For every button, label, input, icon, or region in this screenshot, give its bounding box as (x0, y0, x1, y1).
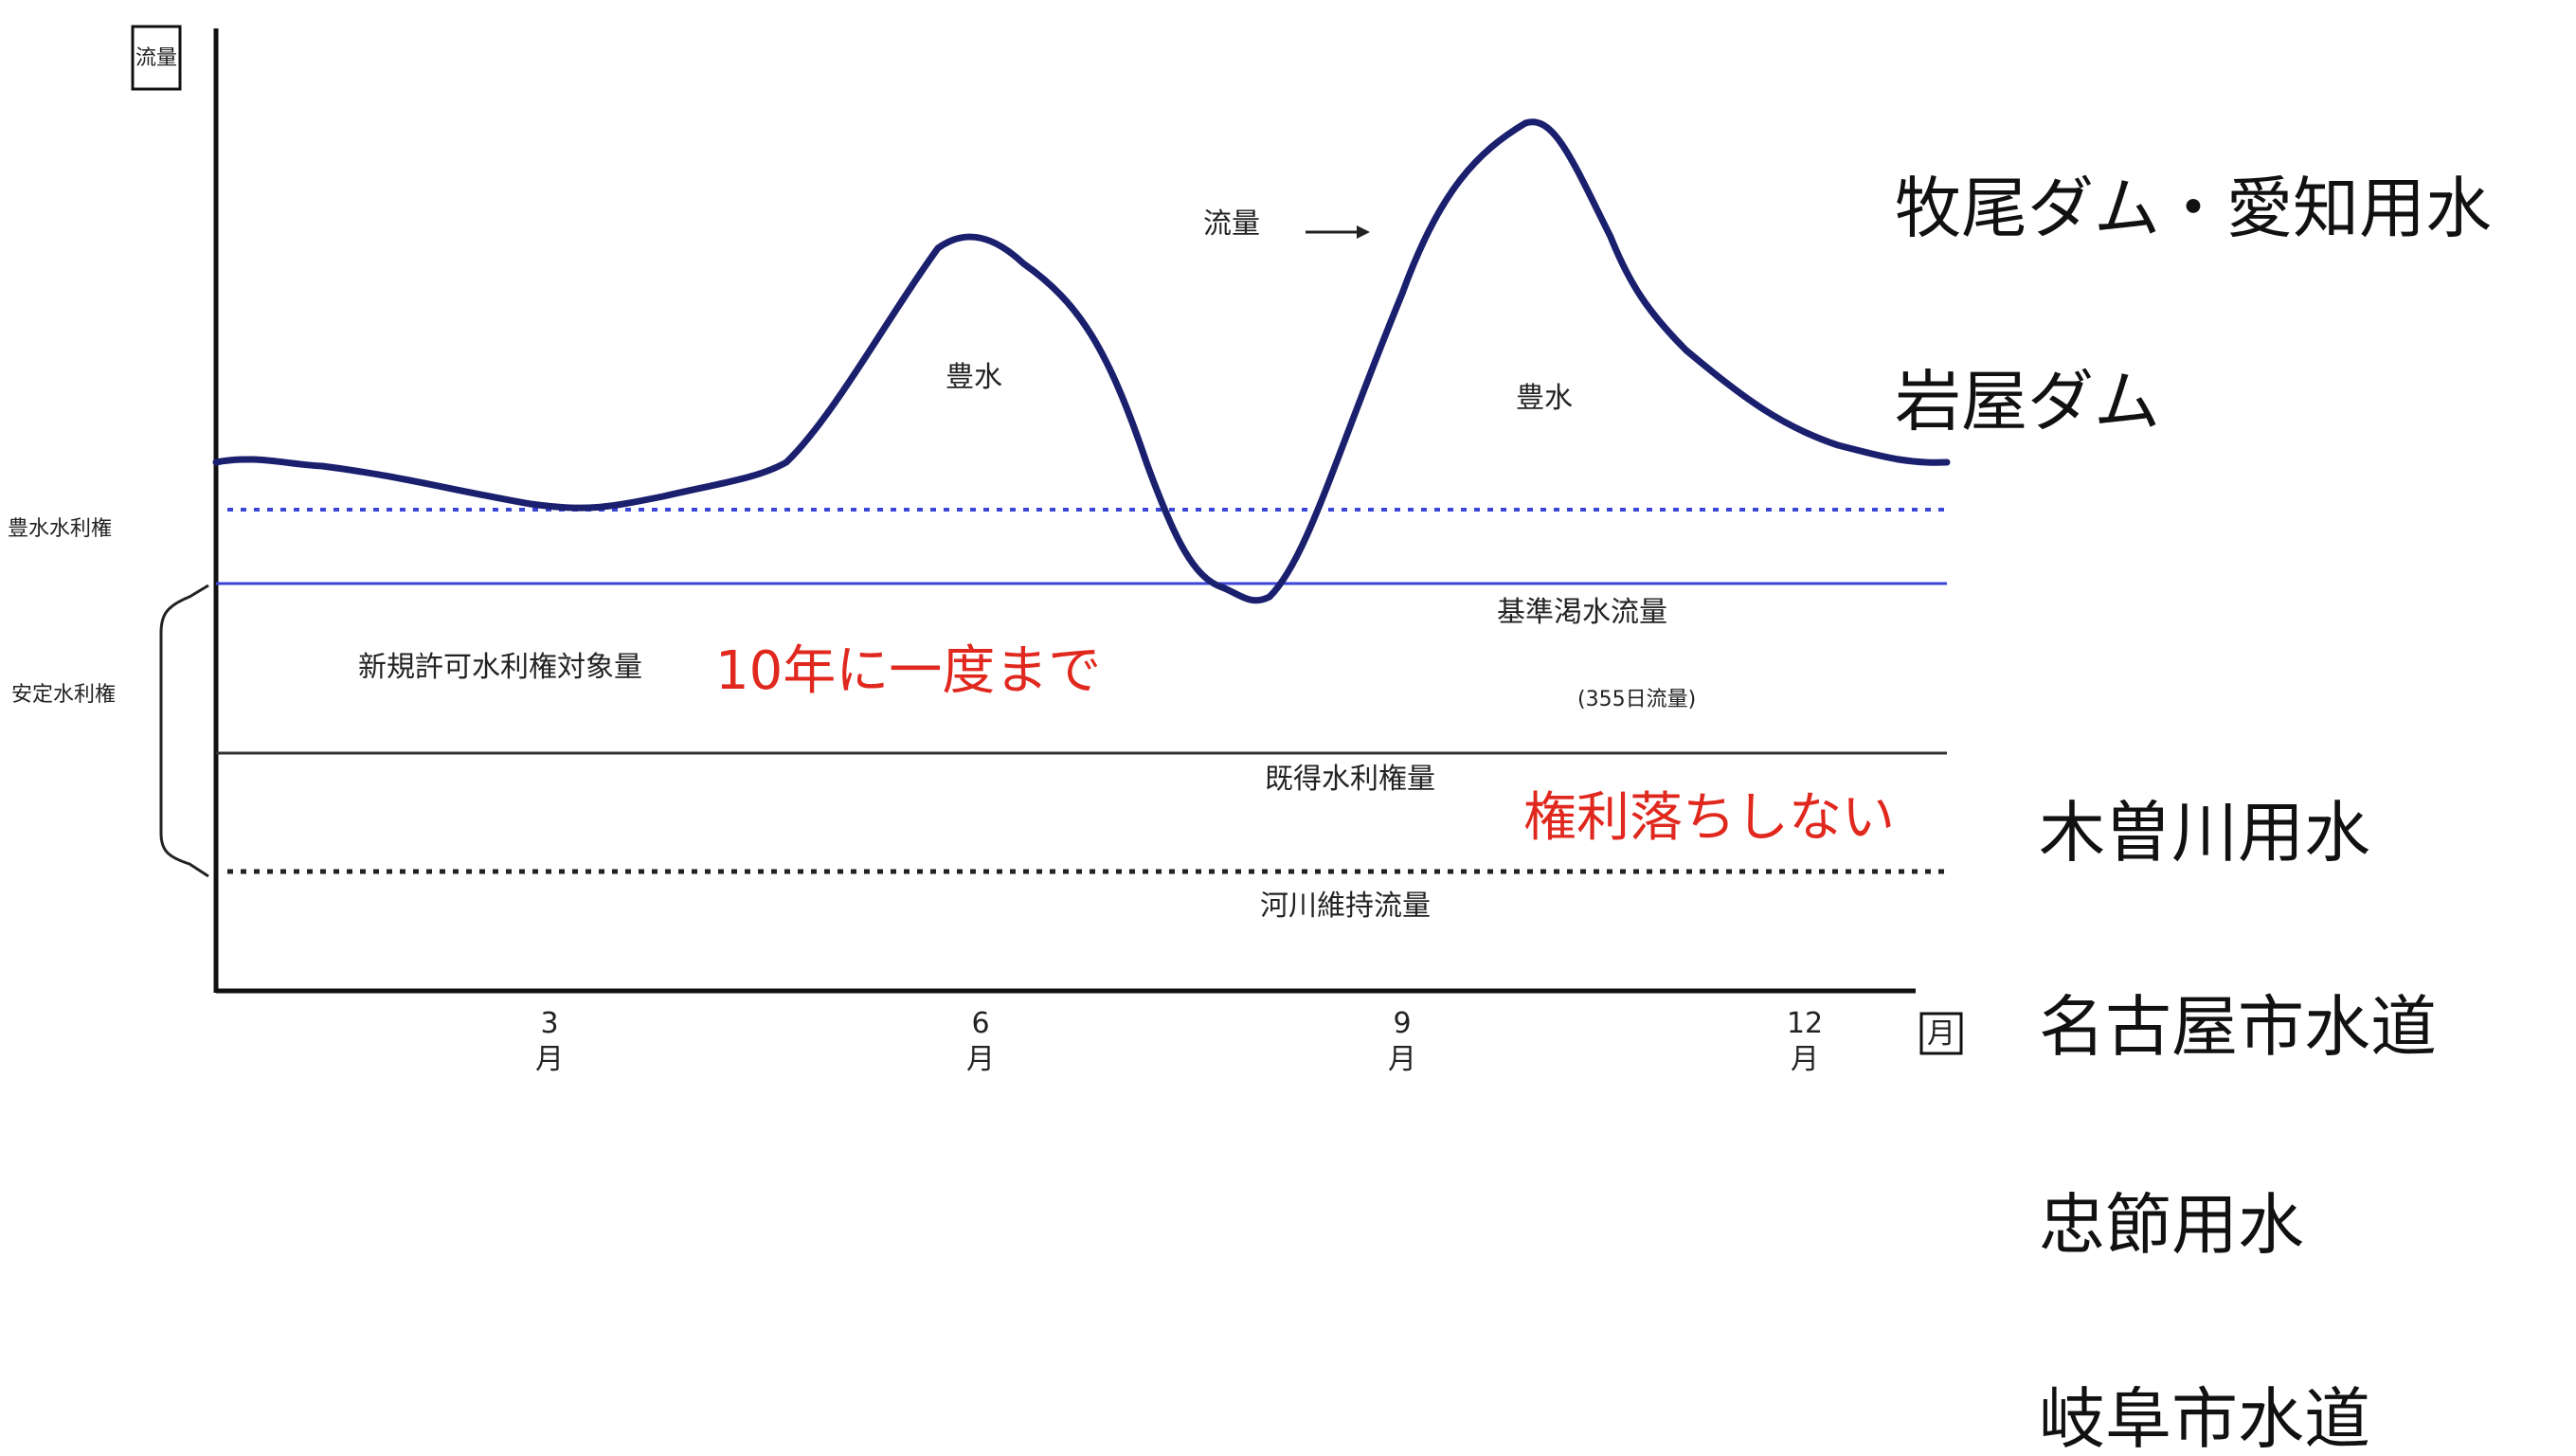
side-label-top-2: 岩屋ダム (1895, 363, 2160, 440)
left-stable-right-label: 安定水利権 (11, 683, 116, 707)
y-axis-label: 流量 (135, 46, 177, 70)
flow-curve (212, 118, 1951, 604)
side-label-bottom-2: 名古屋市水道 (2039, 988, 2437, 1066)
standard-drought-note: (355日流量) (1577, 688, 1696, 711)
standard-drought-label: 基準渇水流量 (1497, 596, 1667, 629)
side-label-bottom-3: 忠節用水 (2039, 1186, 2304, 1264)
peak-label-1: 豊水 (946, 361, 1002, 394)
y-axis-label-box (131, 25, 182, 91)
x-axis-unit: 月 (1927, 1017, 1955, 1051)
tick-unit: 月 (535, 1043, 564, 1076)
curve-arrow-head (1357, 225, 1370, 239)
tick-month: 3 (540, 1007, 558, 1040)
new-permit-label: 新規許可水利権対象量 (358, 651, 642, 684)
x-tick-mar: 3 月 (535, 1007, 564, 1076)
x-tick-jun: 6 月 (966, 1007, 995, 1076)
peak-label-2: 豊水 (1516, 382, 1573, 415)
x-axis-unit-box (1919, 1012, 1963, 1055)
side-label-bottom-4: 岐阜市水道 (2039, 1380, 2370, 1456)
existing-rights-label: 既得水利権量 (1265, 763, 1435, 796)
side-label-bottom-1: 木曽川用水 (2039, 794, 2370, 872)
tick-unit: 月 (1791, 1043, 1819, 1076)
x-tick-sep: 9 月 (1388, 1007, 1416, 1076)
tick-unit: 月 (966, 1043, 995, 1076)
river-maintenance-label: 河川維持流量 (1260, 890, 1431, 923)
tick-month: 6 (971, 1007, 989, 1040)
x-tick-dec: 12 月 (1787, 1007, 1823, 1076)
tick-month: 9 (1393, 1007, 1411, 1040)
annotation-lower: 権利落ちしない (1523, 787, 1895, 849)
side-label-top-1: 牧尾ダム・愛知用水 (1895, 170, 2492, 247)
left-flood-right-label: 豊水水利権 (8, 517, 112, 541)
tick-unit: 月 (1388, 1043, 1416, 1076)
annotation-upper: 10年に一度まで (715, 640, 1101, 702)
curve-label: 流量 (1203, 207, 1260, 241)
tick-month: 12 (1787, 1007, 1823, 1040)
stable-right-bracket (159, 584, 209, 878)
